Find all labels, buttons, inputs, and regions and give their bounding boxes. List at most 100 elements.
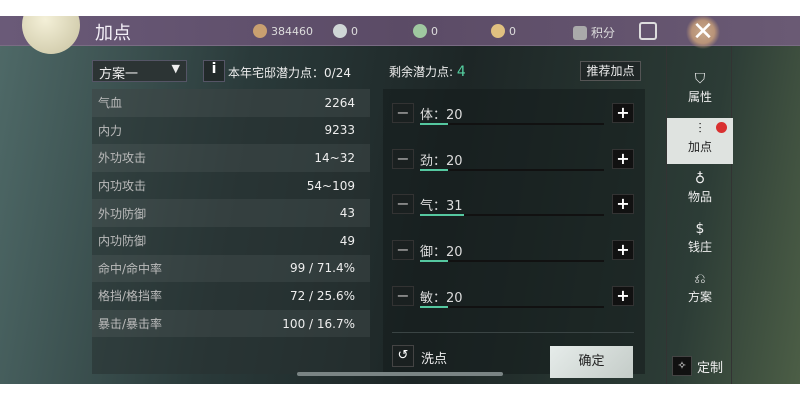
plus-button[interactable]: + bbox=[612, 103, 634, 123]
attribute-label: 敏：20 bbox=[420, 290, 463, 306]
notification-badge bbox=[716, 122, 727, 133]
currency-coin: 384460 bbox=[253, 24, 313, 38]
attribute-bar bbox=[420, 123, 604, 125]
attribute-label: 体：20 bbox=[420, 108, 463, 123]
header-bar: 加点 384460 0 0 0 积分 ✕ bbox=[0, 16, 800, 54]
confirm-button[interactable]: 确定 bbox=[550, 346, 633, 378]
magic-wand-icon: ✧ bbox=[672, 356, 692, 376]
moon-decoration bbox=[22, 16, 80, 54]
stat-value: 14~32 bbox=[314, 150, 355, 165]
points-button[interactable]: 积分 bbox=[573, 24, 615, 41]
stat-value: 100 / 16.7% bbox=[282, 316, 355, 331]
sidebar: ⛉ 属性 ⫶ 加点 ♁ 物品 $ 钱庄 ⎌ 方案 bbox=[666, 46, 733, 384]
scrollbar[interactable] bbox=[297, 372, 503, 376]
currency-jade: 0 bbox=[413, 24, 438, 38]
sidebar-item-3[interactable]: $ 钱庄 bbox=[667, 218, 733, 264]
stat-name: 暴击/暴击率 bbox=[98, 317, 163, 332]
minus-button[interactable]: − bbox=[392, 240, 414, 261]
money-bag-icon: $ bbox=[695, 221, 705, 237]
minus-button[interactable]: − bbox=[392, 285, 414, 306]
currency-silver: 0 bbox=[333, 24, 358, 38]
sidebar-item-0[interactable]: ⛉ 属性 bbox=[667, 68, 733, 114]
close-button[interactable]: ✕ bbox=[683, 16, 723, 52]
allocation-panel: − 体：20 + − 劲：20 + − 气：31 + − 御：20 + − 敏：20 + ↺ 洗点 确定 bbox=[383, 89, 645, 378]
stat-value: 49 bbox=[339, 233, 355, 248]
shield-icon bbox=[573, 25, 587, 40]
stat-value: 99 / 71.4% bbox=[289, 261, 355, 276]
minus-button[interactable]: − bbox=[392, 103, 414, 123]
attribute-row: − 气：31 + bbox=[392, 194, 634, 217]
attribute-label: 气：31 bbox=[420, 199, 463, 215]
plan-select[interactable]: 方案一 ▼ bbox=[92, 60, 187, 82]
scroll-icon: ⎌ bbox=[694, 271, 706, 287]
stat-row: 内功攻击 54~109 bbox=[92, 172, 370, 200]
minus-button[interactable]: − bbox=[392, 194, 414, 215]
stats-panel: 气血 2264 内力 9233 外功攻击 14~32 内功攻击 54~109 外功防御 43 内功防… bbox=[92, 89, 370, 374]
stat-name: 气血 bbox=[98, 96, 123, 111]
stat-value: 72 / 25.6% bbox=[289, 288, 355, 303]
chevron-down-icon: ▼ bbox=[171, 62, 180, 75]
reset-icon[interactable]: ↺ bbox=[392, 345, 414, 367]
attribute-label: 劲：20 bbox=[420, 153, 463, 169]
stat-row: 气血 2264 bbox=[92, 89, 370, 117]
attribute-bar bbox=[420, 305, 604, 308]
stat-row: 格挡/格挡率 72 / 25.6% bbox=[92, 282, 370, 310]
attribute-fill bbox=[420, 305, 449, 308]
attribute-fill bbox=[420, 168, 449, 171]
coin-icon bbox=[253, 24, 267, 38]
stat-row: 内力 9233 bbox=[92, 117, 370, 145]
jade-icon bbox=[413, 24, 427, 38]
stat-value: 54~109 bbox=[306, 178, 355, 193]
reset-button[interactable]: 洗点 bbox=[421, 352, 448, 367]
plus-button[interactable]: + bbox=[612, 240, 634, 261]
attribute-fill bbox=[420, 260, 449, 263]
gold-ingot-icon bbox=[491, 24, 505, 38]
stat-value: 2264 bbox=[324, 95, 355, 110]
house-points: 本年宅邸潜力点：0/24 bbox=[228, 66, 351, 80]
attribute-row: − 劲：20 + bbox=[392, 148, 634, 171]
attribute-bar bbox=[420, 260, 604, 263]
stat-name: 外功攻击 bbox=[98, 151, 147, 166]
plus-button[interactable]: + bbox=[612, 285, 634, 306]
attribute-fill bbox=[420, 214, 465, 217]
stat-name: 内功攻击 bbox=[98, 179, 147, 194]
attribute-row: − 御：20 + bbox=[392, 240, 634, 263]
sidebar-item-1[interactable]: ⫶ 加点 bbox=[667, 118, 733, 164]
attribute-row: − 敏：20 + bbox=[392, 285, 634, 308]
currency-gold: 0 bbox=[491, 24, 516, 38]
attribute-label: 御：20 bbox=[420, 245, 463, 261]
plus-button[interactable]: + bbox=[612, 194, 634, 215]
minus-button[interactable]: − bbox=[392, 148, 414, 169]
attribute-bar bbox=[420, 168, 604, 171]
attribute-fill bbox=[420, 123, 449, 125]
divider bbox=[392, 332, 634, 333]
stat-value: 9233 bbox=[324, 123, 355, 138]
silver-ingot-icon bbox=[333, 24, 347, 38]
settings-icon[interactable] bbox=[639, 22, 657, 40]
stat-row: 外功防御 43 bbox=[92, 199, 370, 227]
recommend-button[interactable]: 推荐加点 bbox=[580, 61, 641, 81]
info-button[interactable]: i bbox=[203, 60, 225, 82]
bag-icon: ♁ bbox=[694, 171, 706, 187]
stat-name: 内力 bbox=[98, 123, 123, 138]
sliders-icon: ⫶ bbox=[698, 121, 702, 137]
stat-name: 格挡/格挡率 bbox=[98, 289, 163, 304]
stat-row: 外功攻击 14~32 bbox=[92, 144, 370, 172]
remaining-points: 剩余潜力点: 4 bbox=[389, 64, 466, 80]
sidebar-item-2[interactable]: ♁ 物品 bbox=[667, 168, 733, 214]
stat-name: 内功防御 bbox=[98, 234, 147, 249]
plus-button[interactable]: + bbox=[612, 148, 634, 169]
attribute-row: − 体：20 + bbox=[392, 103, 634, 125]
stat-row: 命中/命中率 99 / 71.4% bbox=[92, 254, 370, 283]
app-window: 加点 384460 0 0 0 积分 ✕ 方案一 ▼ i 本年宅邸潜力点：0/24… bbox=[0, 16, 800, 384]
page-title: 加点 bbox=[95, 23, 131, 44]
stat-row: 暴击/暴击率 100 / 16.7% bbox=[92, 309, 370, 338]
attribute-bar bbox=[420, 214, 604, 217]
stat-value: 43 bbox=[339, 206, 355, 221]
custom-button[interactable]: ✧ 定制 bbox=[672, 356, 723, 376]
stat-name: 命中/命中率 bbox=[98, 261, 163, 276]
stat-name: 外功防御 bbox=[98, 206, 147, 221]
sidebar-item-4[interactable]: ⎌ 方案 bbox=[667, 268, 733, 314]
attribute-icon: ⛉ bbox=[694, 71, 706, 87]
stat-row: 内功防御 49 bbox=[92, 227, 370, 255]
